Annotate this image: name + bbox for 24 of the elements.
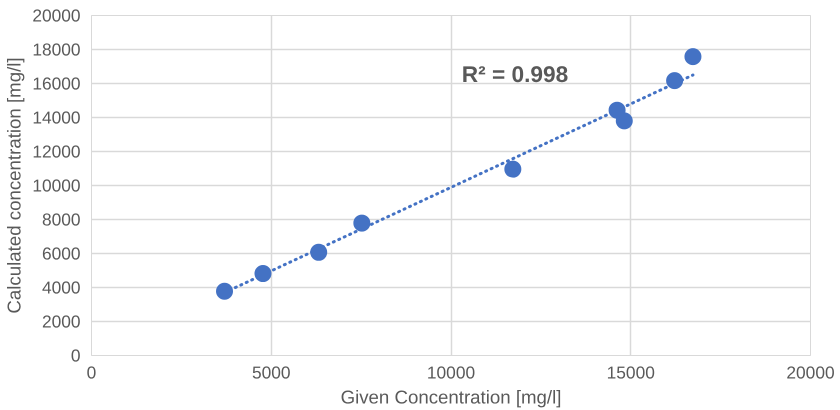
point	[504, 160, 522, 178]
x-tick-label: 15000	[606, 362, 655, 382]
x-tick-label: 5000	[252, 362, 291, 382]
x-axis-title: Given Concentration [mg/l]	[340, 386, 562, 408]
x-tick-label: 20000	[786, 362, 835, 382]
y-tick-label: 0	[70, 346, 81, 366]
y-tick-label: 4000	[42, 278, 81, 298]
x-tick-label: 10000	[426, 362, 476, 382]
point	[684, 48, 702, 66]
y-tick-label: 14000	[32, 108, 80, 128]
annotation: R² = 0.998	[462, 60, 568, 87]
point	[353, 214, 370, 232]
y-tick-label: 8000	[42, 210, 81, 230]
y-tick-label: 20000	[32, 6, 80, 26]
y-tick-label: 6000	[42, 244, 81, 264]
point	[216, 282, 234, 300]
y-tick-label: 2000	[42, 312, 81, 332]
y-tick-label: 16000	[32, 74, 80, 94]
y-tick-label: 10000	[32, 176, 80, 196]
point	[616, 112, 633, 130]
x-tick-label: 0	[86, 362, 96, 382]
y-tick-label: 18000	[32, 40, 80, 60]
y-axis-title: Calculated concentration [mg/l]	[3, 57, 24, 314]
y-tick-label: 12000	[32, 142, 80, 162]
